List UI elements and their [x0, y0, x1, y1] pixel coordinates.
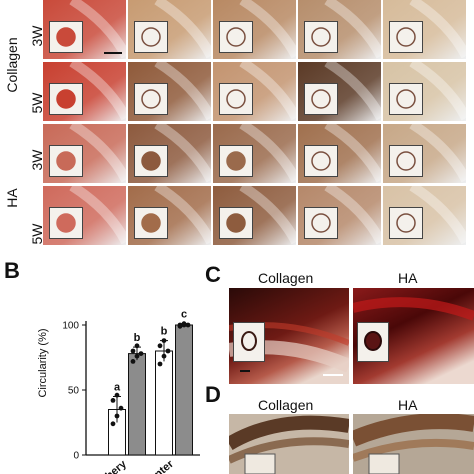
micrograph-tile-r4-c4: [298, 186, 381, 245]
data-point: [130, 348, 136, 354]
data-point: [118, 405, 124, 411]
inset-thumbnail-r1-c5: [389, 21, 423, 53]
x-category-label: Center: [142, 458, 177, 474]
row-label-ha-5w: 5W: [29, 223, 45, 245]
inset-thumbnail-r4-c5: [389, 207, 423, 239]
panel-d-micrograph-ha: [353, 414, 474, 474]
data-point: [110, 398, 116, 403]
chart-marks: a b eriphery b c Center: [88, 309, 193, 474]
significance-letter: c: [181, 309, 187, 321]
micrograph-tile-r3-c5: [383, 124, 466, 183]
panel-d-col-label-ha: HA: [398, 397, 418, 413]
micrograph-tile-r4-c2: [128, 186, 211, 245]
row-label-ha-3w: 3W: [29, 149, 45, 171]
panel-b-letter: B: [4, 258, 20, 283]
micrograph-tile-r4-c3: [213, 186, 296, 245]
micrograph-tile-r4-c1: [43, 186, 126, 245]
panel-c-col-label-ha: HA: [398, 270, 418, 286]
row-group-label-collagen: Collagen: [4, 37, 20, 93]
panel-d-col-label-collagen: Collagen: [258, 397, 314, 413]
data-point: [134, 343, 140, 349]
micrograph-tile-r1-c1: [43, 0, 126, 59]
micrograph-tile-r2-c3: [213, 62, 296, 121]
micrograph-tile-r3-c2: [128, 124, 211, 183]
panel-c-scale-bar: [323, 374, 343, 376]
y-tick-label: 50: [68, 386, 80, 397]
panel-c-micrograph-collagen: [229, 288, 349, 384]
bar-center-series2: [175, 324, 193, 456]
row-group-label-ha: HA: [4, 188, 20, 208]
panel-c-inset-ha: [357, 322, 389, 362]
micrograph-tile-r3-c4: [298, 124, 381, 183]
inset-thumbnail-r2-c5: [389, 83, 423, 115]
inset-thumbnail-r2-c2: [134, 83, 168, 115]
panel-c-letter: C: [205, 262, 221, 287]
y-tick-label: 0: [73, 451, 79, 462]
inset-thumbnail-r1-c2: [134, 21, 168, 53]
micrograph-tile-r1-c2: [128, 0, 211, 59]
inset-thumbnail-r2-c1: [49, 83, 83, 115]
inset-thumbnail-r1-c1: [49, 21, 83, 53]
y-tick-label: 100: [62, 321, 79, 332]
data-point: [114, 413, 120, 419]
data-point: [110, 421, 116, 427]
micrograph-tile-r2-c1: [43, 62, 126, 121]
inset-thumbnail-r3-c1: [49, 145, 83, 177]
micrograph-tile-r2-c5: [383, 62, 466, 121]
bar-periphery-series2: [128, 353, 146, 456]
micrograph-tile-r2-c2: [128, 62, 211, 121]
panel-c-micrograph-ha: [353, 288, 474, 384]
row-label-collagen-5w: 5W: [29, 92, 45, 114]
data-point: [165, 348, 171, 354]
inset-thumbnail-r3-c2: [134, 145, 168, 177]
bar-center-series1: [155, 350, 173, 456]
inset-thumbnail-r4-c1: [49, 207, 83, 239]
inset-thumbnail-r1-c4: [304, 21, 338, 53]
data-point: [177, 322, 183, 328]
data-point: [130, 359, 136, 364]
inset-thumbnail-r3-c3: [219, 145, 253, 177]
data-point: [161, 338, 167, 343]
micrograph-tile-r3-c1: [43, 124, 126, 183]
panel-a-scale-bar: [104, 52, 122, 54]
panel-b-chart: Circularity (%) 0 50 100 a b eriphery b c Cente…: [37, 309, 200, 474]
data-point: [181, 321, 187, 327]
inset-thumbnail-r3-c4: [304, 145, 338, 177]
data-point: [161, 353, 167, 359]
inset-thumbnail-r2-c4: [304, 83, 338, 115]
micrograph-tile-r3-c3: [213, 124, 296, 183]
inset-thumbnail-r4-c4: [304, 207, 338, 239]
data-point: [185, 322, 191, 328]
inset-thumbnail-r1-c3: [219, 21, 253, 53]
row-label-collagen-3w: 3W: [29, 25, 45, 47]
micrograph-tile-r2-c4: [298, 62, 381, 121]
micrograph-tile-r1-c3: [213, 0, 296, 59]
significance-letter: b: [161, 326, 168, 338]
panel-c-inset-scale-bar: [240, 370, 250, 372]
x-category-label: eriphery: [88, 458, 130, 474]
panel-c-col-label-collagen: Collagen: [258, 270, 314, 286]
data-point: [134, 353, 140, 359]
data-point: [157, 361, 163, 367]
significance-letter: b: [134, 332, 141, 344]
panel-c-inset-collagen: [233, 322, 265, 362]
data-point: [157, 343, 163, 349]
micrograph-tile-r4-c5: [383, 186, 466, 245]
panel-d-micrograph-collagen: [229, 414, 349, 474]
inset-thumbnail-r4-c3: [219, 207, 253, 239]
data-point: [138, 351, 144, 356]
data-point: [114, 392, 120, 398]
micrograph-tile-r1-c5: [383, 0, 466, 59]
panel-d-letter: D: [205, 382, 221, 407]
inset-thumbnail-r2-c3: [219, 83, 253, 115]
significance-letter: a: [114, 382, 121, 394]
micrograph-tile-r1-c4: [298, 0, 381, 59]
inset-thumbnail-r3-c5: [389, 145, 423, 177]
inset-thumbnail-r4-c2: [134, 207, 168, 239]
y-axis-label: Circularity (%): [37, 328, 49, 397]
